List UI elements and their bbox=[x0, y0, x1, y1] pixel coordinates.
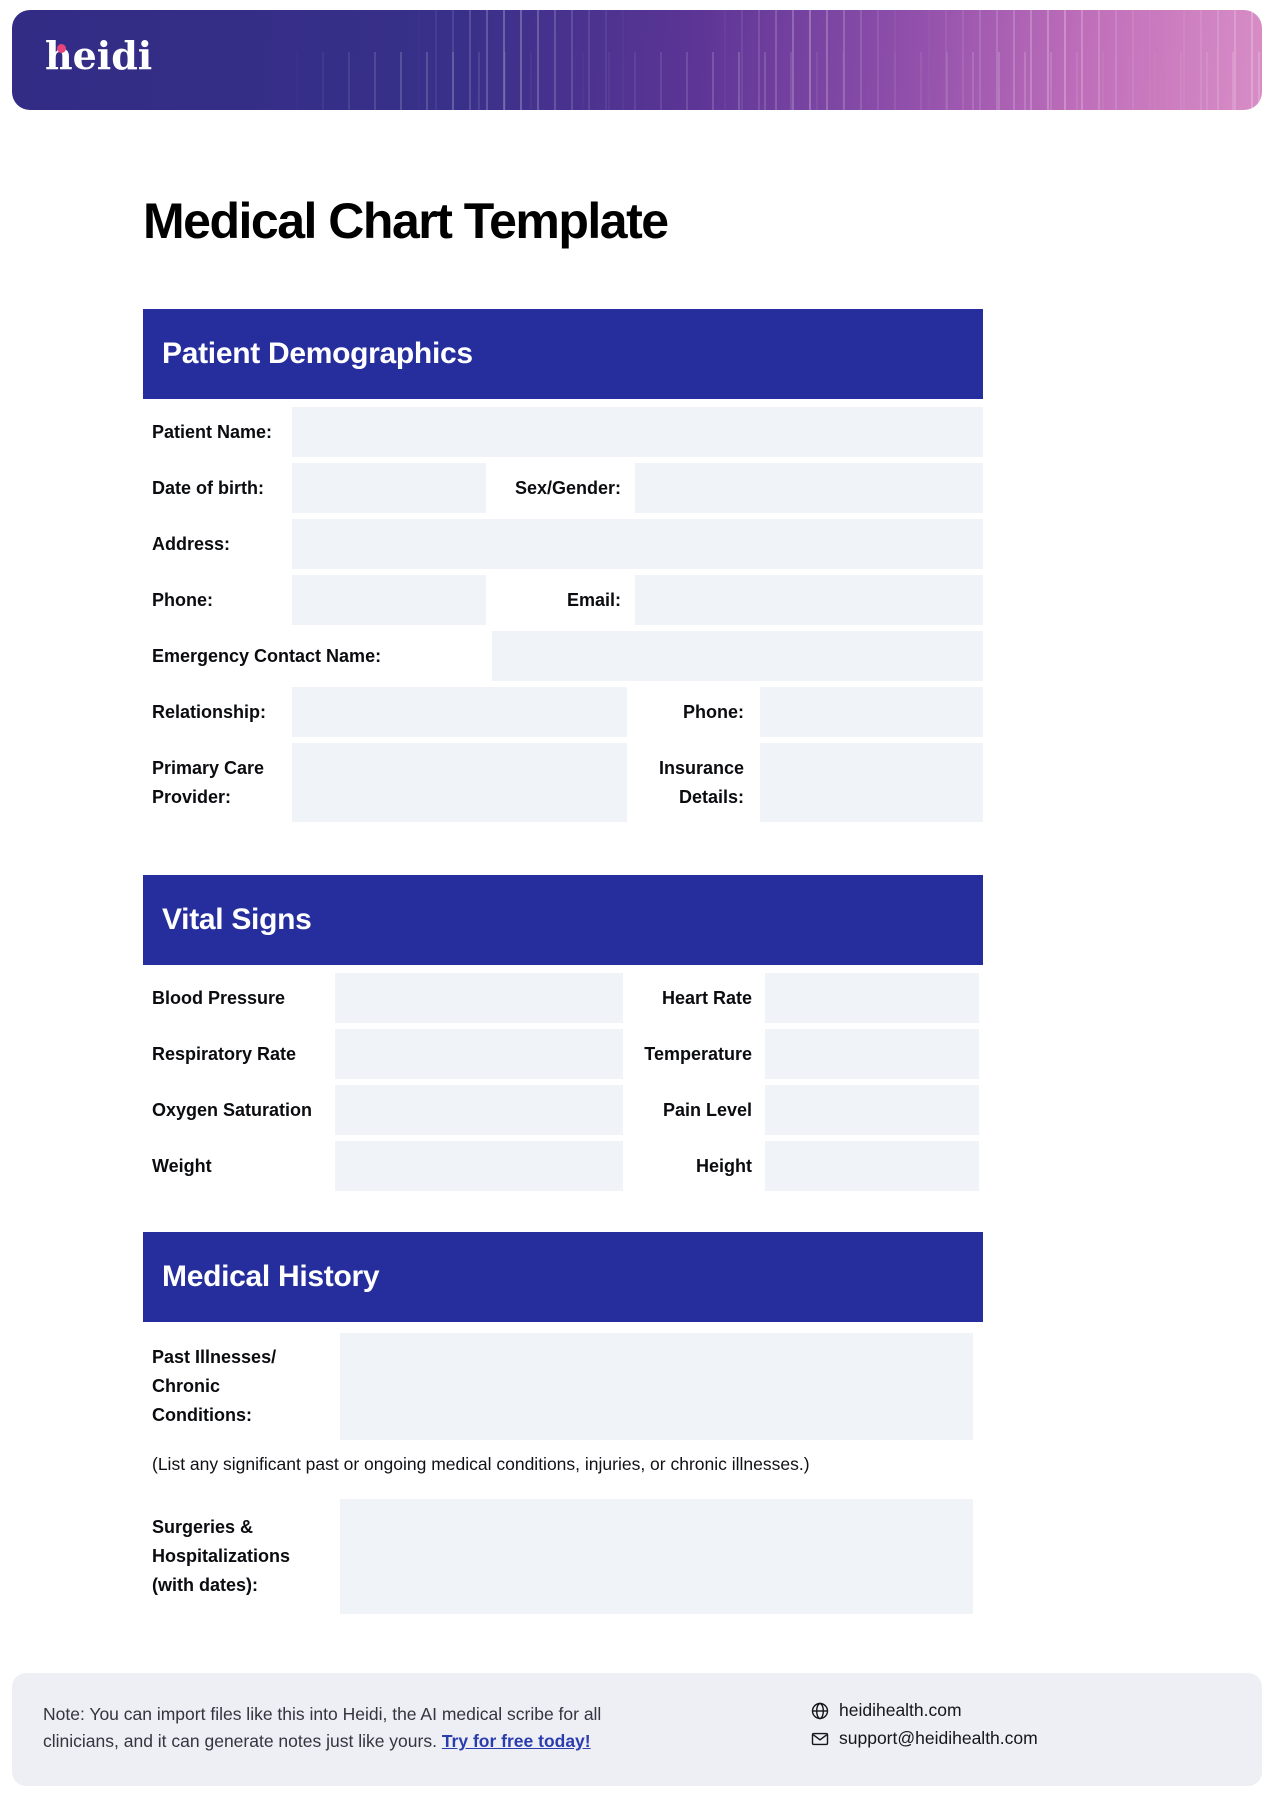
date-of-birth-field[interactable] bbox=[292, 463, 486, 513]
blood-pressure-field[interactable] bbox=[335, 973, 623, 1023]
page-title: Medical Chart Template bbox=[143, 193, 669, 249]
respiratory-rate-field[interactable] bbox=[335, 1029, 623, 1079]
past-illnesses-label: Past Illnesses/ Chronic Conditions: bbox=[152, 1347, 277, 1425]
form-row: Date of birth: Sex/Gender: bbox=[143, 463, 983, 513]
footer-note-body: Note: You can import files like this int… bbox=[43, 1704, 602, 1751]
primary-care-provider-field[interactable] bbox=[292, 743, 627, 822]
temperature-label: Temperature bbox=[644, 1043, 752, 1064]
past-illnesses-field[interactable] bbox=[340, 1333, 973, 1440]
banner-waveform-lines-short bbox=[12, 52, 1262, 110]
logo-text: heidi bbox=[45, 33, 153, 78]
footer-contacts: heidihealth.com support@heidihealth.com bbox=[810, 1700, 1038, 1749]
form-row: Address: bbox=[143, 519, 983, 569]
emergency-phone-field[interactable] bbox=[760, 687, 983, 737]
section-header-medical-history: Medical History bbox=[143, 1232, 983, 1322]
form-row: Blood Pressure Heart Rate bbox=[143, 973, 983, 1023]
sex-gender-field[interactable] bbox=[635, 463, 983, 513]
surgeries-hospitalizations-label: Surgeries & Hospitalizations (with dates… bbox=[152, 1517, 291, 1595]
date-of-birth-label: Date of birth: bbox=[152, 477, 264, 498]
insurance-details-field[interactable] bbox=[760, 743, 983, 822]
document-body: Medical Chart Template Patient Demograph… bbox=[143, 0, 983, 1614]
pain-level-label: Pain Level bbox=[662, 1099, 752, 1120]
email-label: Email: bbox=[566, 589, 621, 610]
form-row: Past Illnesses/ Chronic Conditions: bbox=[143, 1333, 983, 1440]
surgeries-hospitalizations-field[interactable] bbox=[340, 1499, 973, 1614]
relationship-label: Relationship: bbox=[152, 701, 267, 722]
past-illnesses-note: (List any significant past or ongoing me… bbox=[152, 1454, 810, 1474]
temperature-field[interactable] bbox=[765, 1029, 979, 1079]
section-heading-text: Vital Signs bbox=[162, 903, 312, 936]
pain-level-field[interactable] bbox=[765, 1085, 979, 1135]
mail-icon bbox=[810, 1729, 830, 1749]
email-field[interactable] bbox=[635, 575, 983, 625]
heidi-logo: heidi bbox=[45, 37, 152, 75]
footer-note-text: Note: You can import files like this int… bbox=[43, 1701, 668, 1755]
patient-name-field[interactable] bbox=[292, 407, 983, 457]
form-row: Primary Care Provider: Insurance Details… bbox=[143, 743, 983, 822]
logo-dot-icon bbox=[57, 44, 66, 53]
emergency-phone-label: Phone: bbox=[683, 701, 744, 722]
oxygen-saturation-field[interactable] bbox=[335, 1085, 623, 1135]
phone-label: Phone: bbox=[152, 589, 213, 610]
heart-rate-label: Heart Rate bbox=[661, 987, 752, 1008]
address-field[interactable] bbox=[292, 519, 983, 569]
sex-gender-label: Sex/Gender: bbox=[514, 477, 621, 498]
primary-care-provider-label: Primary Care Provider: bbox=[152, 757, 265, 807]
emergency-contact-name-label: Emergency Contact Name: bbox=[152, 645, 382, 666]
section-heading-text: Patient Demographics bbox=[162, 337, 473, 370]
heart-rate-field[interactable] bbox=[765, 973, 979, 1023]
emergency-contact-name-field[interactable] bbox=[492, 631, 983, 681]
globe-icon bbox=[810, 1701, 830, 1721]
email-contact-row: support@heidihealth.com bbox=[810, 1728, 1038, 1749]
banner-waveform-lines bbox=[12, 10, 1262, 110]
form-row: Oxygen Saturation Pain Level bbox=[143, 1085, 983, 1135]
blood-pressure-label: Blood Pressure bbox=[152, 987, 286, 1008]
section-heading-text: Medical History bbox=[162, 1260, 380, 1293]
section-header-patient-demographics: Patient Demographics bbox=[143, 309, 983, 399]
try-for-free-link[interactable]: Try for free today! bbox=[441, 1731, 591, 1751]
form-row: Weight Height bbox=[143, 1141, 983, 1191]
relationship-field[interactable] bbox=[292, 687, 627, 737]
oxygen-saturation-label: Oxygen Saturation bbox=[152, 1099, 313, 1120]
respiratory-rate-label: Respiratory Rate bbox=[152, 1043, 297, 1064]
form-row: Relationship: Phone: bbox=[143, 687, 983, 737]
header-banner: heidi bbox=[12, 10, 1262, 110]
patient-name-label: Patient Name: bbox=[152, 421, 273, 442]
form-row: Respiratory Rate Temperature bbox=[143, 1029, 983, 1079]
form-row: Emergency Contact Name: bbox=[143, 631, 983, 681]
weight-field[interactable] bbox=[335, 1141, 623, 1191]
insurance-details-label: Insurance Details: bbox=[658, 757, 744, 807]
email-link[interactable]: support@heidihealth.com bbox=[839, 1728, 1038, 1748]
height-field[interactable] bbox=[765, 1141, 979, 1191]
section-header-vital-signs: Vital Signs bbox=[143, 875, 983, 965]
form-row: Surgeries & Hospitalizations (with dates… bbox=[143, 1499, 983, 1614]
footer-note-panel: Note: You can import files like this int… bbox=[12, 1673, 1262, 1786]
address-label: Address: bbox=[152, 533, 231, 554]
height-label: Height bbox=[696, 1155, 752, 1176]
weight-label: Weight bbox=[152, 1155, 212, 1176]
website-contact-row: heidihealth.com bbox=[810, 1700, 1038, 1721]
phone-field[interactable] bbox=[292, 575, 486, 625]
form-row: Phone: Email: bbox=[143, 575, 983, 625]
form-row: Patient Name: bbox=[143, 407, 983, 457]
website-link[interactable]: heidihealth.com bbox=[839, 1700, 962, 1720]
